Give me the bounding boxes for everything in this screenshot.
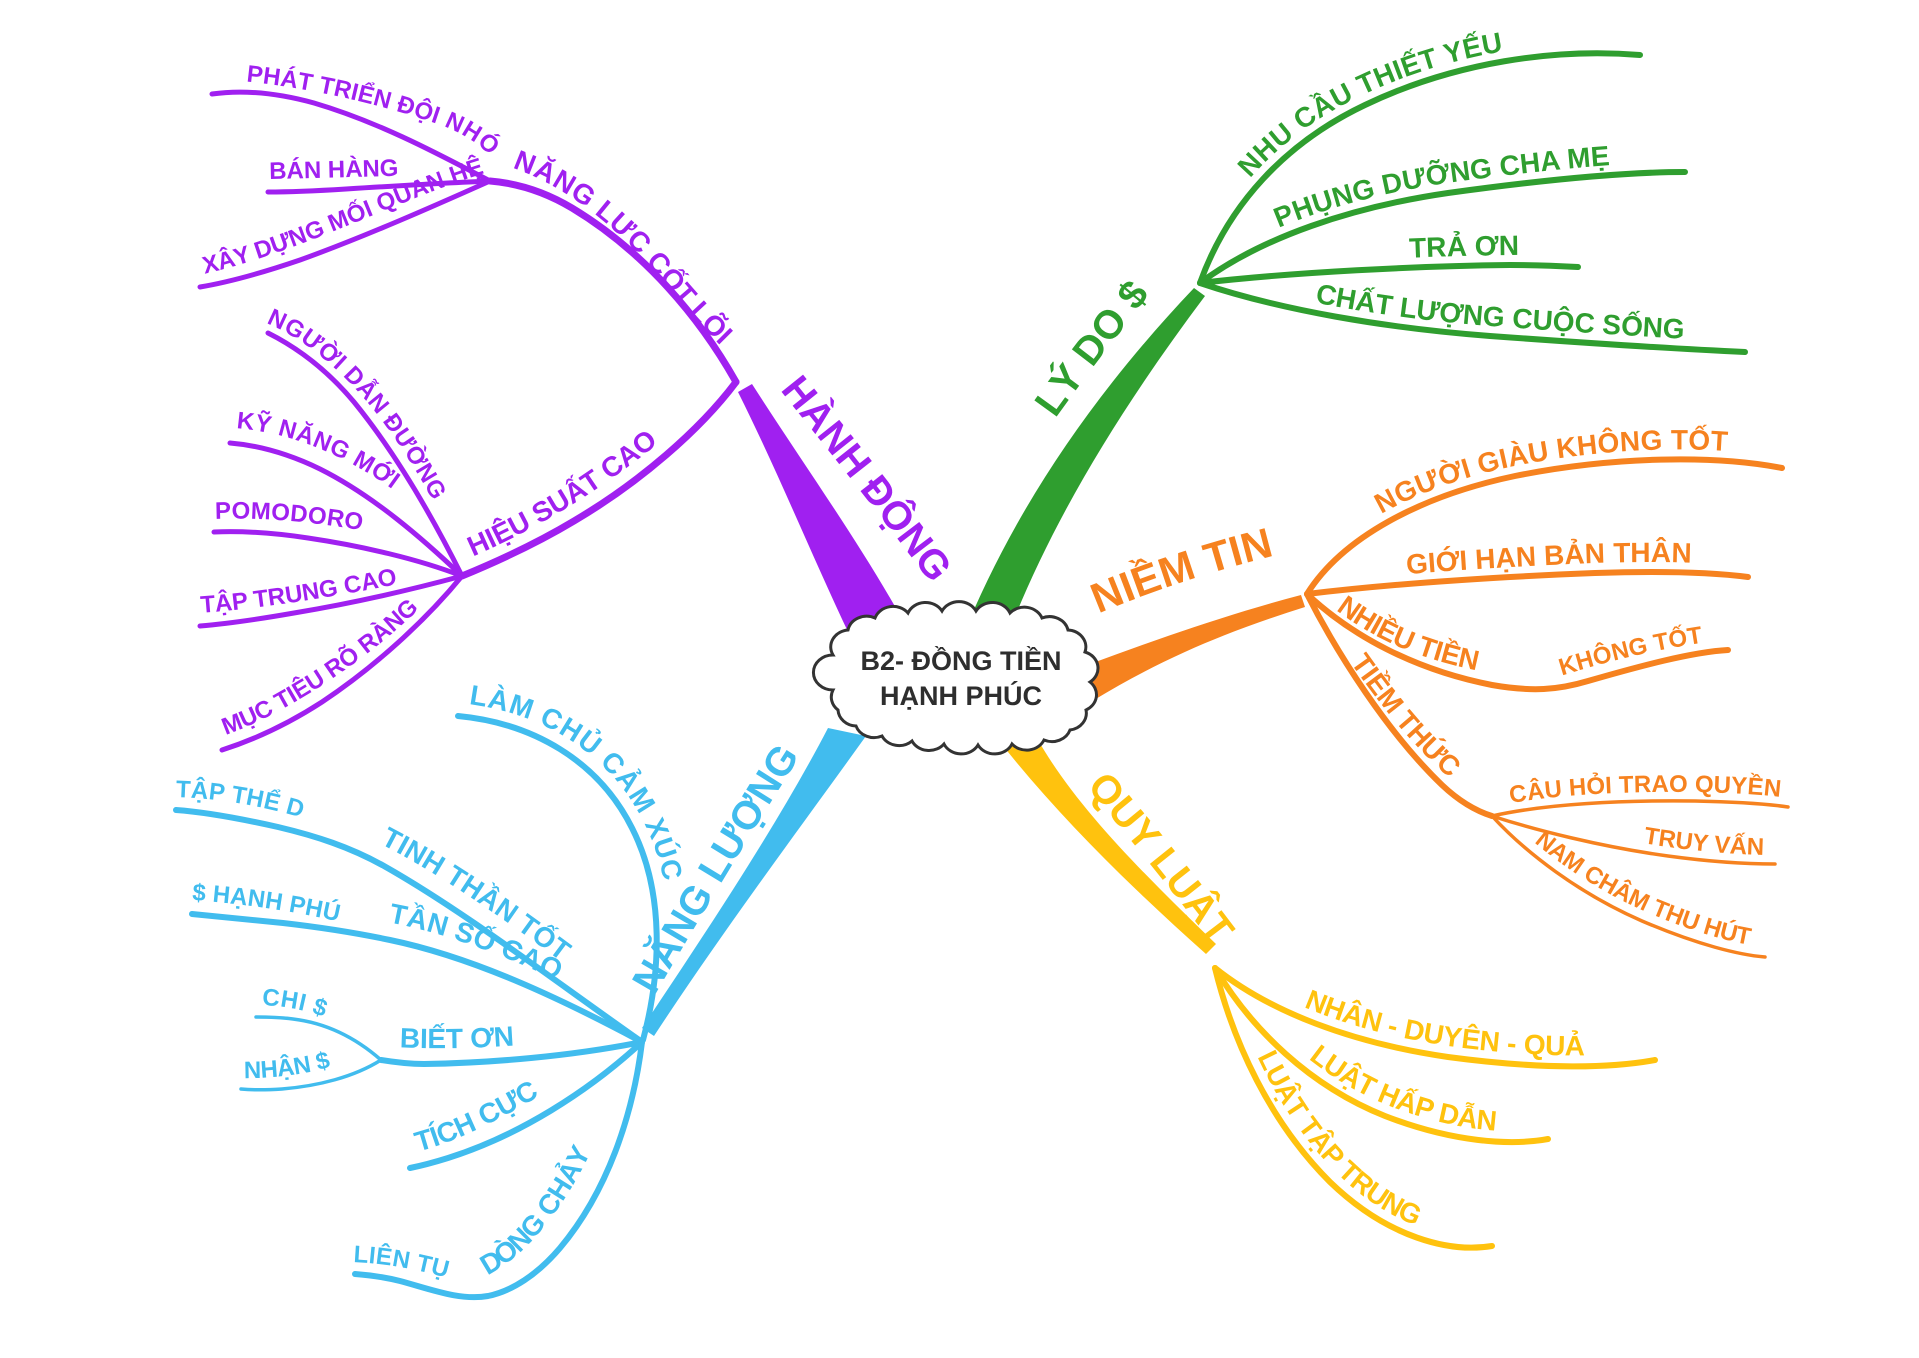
connector-quyluat-c2 — [1212, 965, 1551, 1146]
connector-hanhdong-c2a — [265, 330, 465, 579]
connector-niemtin-c4 — [1304, 591, 1495, 819]
connector-niemtin-c4a — [1490, 799, 1790, 818]
connector-hanhdong-c1b — [265, 178, 493, 195]
connector-hanhdong-c1a — [209, 89, 493, 184]
node-hanhdong-c2e[interactable]: MỤC TIÊU RÕ RÀNG — [218, 594, 423, 741]
connector-nangluong-c4b — [239, 1058, 383, 1092]
connector-nangluong-c6 — [352, 1039, 645, 1301]
node-lydo[interactable]: LÝ DO $ — [1027, 272, 1157, 423]
node-lydo-c3[interactable]: TRẢ ƠN — [1409, 230, 1520, 264]
node-quyluat[interactable]: QUY LUẬT — [1079, 764, 1241, 951]
node-nangluong-c3a[interactable]: $ HẠNH PHÚC — [0, 0, 343, 927]
node-niemtin[interactable]: NIỀM TIN — [1084, 519, 1277, 622]
connector-hanhdong-c2e — [219, 573, 465, 753]
connector-nangluong-c1 — [455, 713, 660, 1043]
connector-hanhdong-c1 — [486, 177, 740, 386]
connector-quyluat-c3 — [1212, 965, 1495, 1251]
connector-niemtin-c4c — [1490, 814, 1767, 959]
connector-lydo-c2 — [1197, 169, 1688, 286]
connector-hanhdong-c2d — [197, 573, 465, 629]
connector-nangluong-c3 — [189, 911, 645, 1045]
connector-hanhdong-c2 — [458, 378, 740, 580]
connector-nangluong-c4a — [254, 1015, 383, 1062]
branch-hanhdong-trunk — [738, 384, 906, 636]
node-hanhdong-c1[interactable]: NĂNG LỰC CỐT LÕI — [510, 144, 738, 350]
central-node[interactable]: B2- ĐỒNG TIỀN HẠNH PHÚC — [812, 600, 1100, 756]
node-nangluong-c4b[interactable]: NHẬN $ — [244, 1047, 333, 1085]
connector-lydo-c1 — [1197, 50, 1643, 286]
branch-quyluat-trunk — [1000, 740, 1216, 954]
connector-hanhdong-c2c — [211, 529, 465, 579]
connector-niemtin-c4b — [1490, 814, 1777, 866]
connector-lydo-c3 — [1197, 261, 1581, 286]
branch-quyluat: QUY LUẬT NHÂN - DUYÊN - QUẢ LUẬT HẤP DẪN… — [1000, 740, 1658, 1251]
central-title-line2: HẠNH PHÚC — [880, 680, 1042, 711]
branch-lydo-trunk — [958, 288, 1205, 656]
connector-nangluong-c5 — [407, 1039, 645, 1171]
central-cloud-shape — [812, 600, 1100, 756]
node-lydo-c2[interactable]: PHỤNG DƯỠNG CHA MẸ — [1269, 140, 1610, 233]
connector-hanhdong-c2b — [227, 440, 465, 579]
connector-nangluong-c4 — [378, 1039, 645, 1068]
node-niemtin-c3a[interactable]: KHÔNG TỐT — [1556, 622, 1705, 682]
connector-lydo-c4 — [1197, 280, 1748, 355]
branch-hanhdong: HÀNH ĐỘNG NĂNG LỰC CỐT LÕI PHÁT TRIỂN ĐỘ… — [0, 0, 960, 753]
node-nangluong-c1[interactable]: LÀM CHỦ CẢM XÚC — [468, 679, 689, 883]
connector-niemtin-c1 — [1304, 456, 1785, 597]
branch-niemtin-trunk — [1090, 595, 1305, 700]
branch-nangluong-trunk — [642, 728, 866, 1036]
node-hanhdong-c1a[interactable]: PHÁT TRIỂN ĐỘI NHÓM — [0, 0, 505, 160]
connector-hanhdong-c1c — [197, 178, 493, 290]
node-quyluat-c1[interactable]: NHÂN - DUYÊN - QUẢ — [1301, 984, 1584, 1062]
connector-niemtin-c2 — [1304, 569, 1751, 597]
node-nangluong-c6[interactable]: DÒNG CHẢY — [475, 1140, 597, 1281]
node-nangluong[interactable]: NĂNG LƯỢNG — [624, 737, 808, 1000]
node-hanhdong-c2[interactable]: HIỆU SUẤT CAO — [463, 424, 663, 563]
connector-nangluong-c2 — [173, 807, 645, 1045]
connector-niemtin-c3 — [1304, 591, 1731, 693]
node-nangluong-c4[interactable]: BIẾT ƠN — [399, 1021, 514, 1055]
node-hanhdong-c1b[interactable]: BÁN HÀNG — [269, 155, 399, 185]
central-title-line1: B2- ĐỒNG TIỀN — [860, 645, 1061, 676]
connector-quyluat-c1 — [1212, 965, 1658, 1070]
